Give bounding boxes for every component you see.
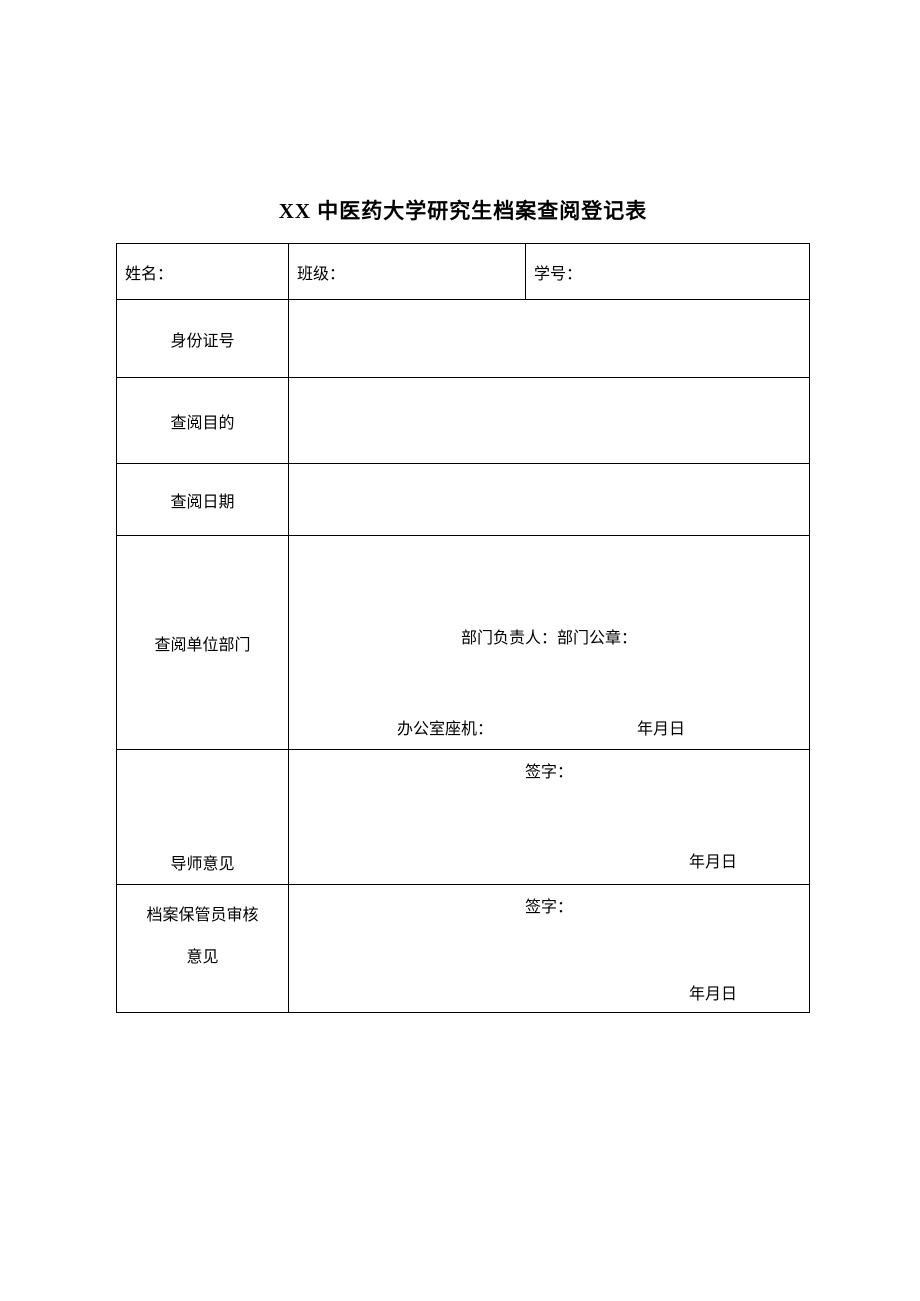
archive-label-cell: 档案保管员审核 意见 xyxy=(117,885,289,1013)
dept-mid-line: 部门负责人：部门公章： xyxy=(289,624,809,648)
advisor-label: 导师意见 xyxy=(117,750,289,885)
archive-value-cell: 签字： 年月日 xyxy=(289,885,810,1013)
archive-date-text: 年月日 xyxy=(689,980,737,1004)
class-label: 班级： xyxy=(297,266,345,283)
dept-value-cell: 部门负责人：部门公章： 办公室座机： 年月日 xyxy=(289,536,810,750)
purpose-label: 查阅目的 xyxy=(117,378,289,464)
name-cell: 姓名： xyxy=(117,244,289,300)
dept-seal-label: 部门公章： xyxy=(557,630,637,647)
dept-label: 查阅单位部门 xyxy=(117,536,289,750)
archive-label-line2: 意见 xyxy=(117,937,288,979)
row-department: 查阅单位部门 部门负责人：部门公章： 办公室座机： 年月日 xyxy=(117,536,810,750)
class-cell: 班级： xyxy=(289,244,526,300)
archive-content: 签字： 年月日 xyxy=(289,885,809,1012)
advisor-date-text: 年月日 xyxy=(689,848,737,872)
row-advisor: 导师意见 签字： 年月日 xyxy=(117,750,810,885)
dept-content: 部门负责人：部门公章： 办公室座机： 年月日 xyxy=(289,536,809,749)
dept-head-label: 部门负责人： xyxy=(461,630,557,647)
id-number-label: 身份证号 xyxy=(117,300,289,378)
archive-signature-label: 签字： xyxy=(289,893,809,917)
form-page: XX 中医药大学研究生档案查阅登记表 姓名： 班级： 学号： 身份证号 xyxy=(0,0,920,1013)
dept-bottom-line: 办公室座机： 年月日 xyxy=(289,715,809,739)
archive-label-line1: 档案保管员审核 xyxy=(117,895,288,937)
advisor-content: 签字： 年月日 xyxy=(289,750,809,884)
dept-date-text: 年月日 xyxy=(637,715,685,739)
query-date-value xyxy=(289,464,810,536)
advisor-signature-label: 签字： xyxy=(289,758,809,782)
row-id-number: 身份证号 xyxy=(117,300,810,378)
studentno-cell: 学号： xyxy=(526,244,810,300)
name-label: 姓名： xyxy=(125,266,173,283)
registration-table: 姓名： 班级： 学号： 身份证号 查阅目的 查阅日期 xyxy=(116,243,810,1013)
studentno-label: 学号： xyxy=(534,266,582,283)
purpose-value xyxy=(289,378,810,464)
id-number-value xyxy=(289,300,810,378)
form-title: XX 中医药大学研究生档案查阅登记表 xyxy=(116,195,810,225)
row-purpose: 查阅目的 xyxy=(117,378,810,464)
query-date-label: 查阅日期 xyxy=(117,464,289,536)
row-archive: 档案保管员审核 意见 签字： 年月日 xyxy=(117,885,810,1013)
row-basic-info: 姓名： 班级： 学号： xyxy=(117,244,810,300)
dept-phone-label: 办公室座机： xyxy=(397,715,493,739)
advisor-value-cell: 签字： 年月日 xyxy=(289,750,810,885)
row-query-date: 查阅日期 xyxy=(117,464,810,536)
